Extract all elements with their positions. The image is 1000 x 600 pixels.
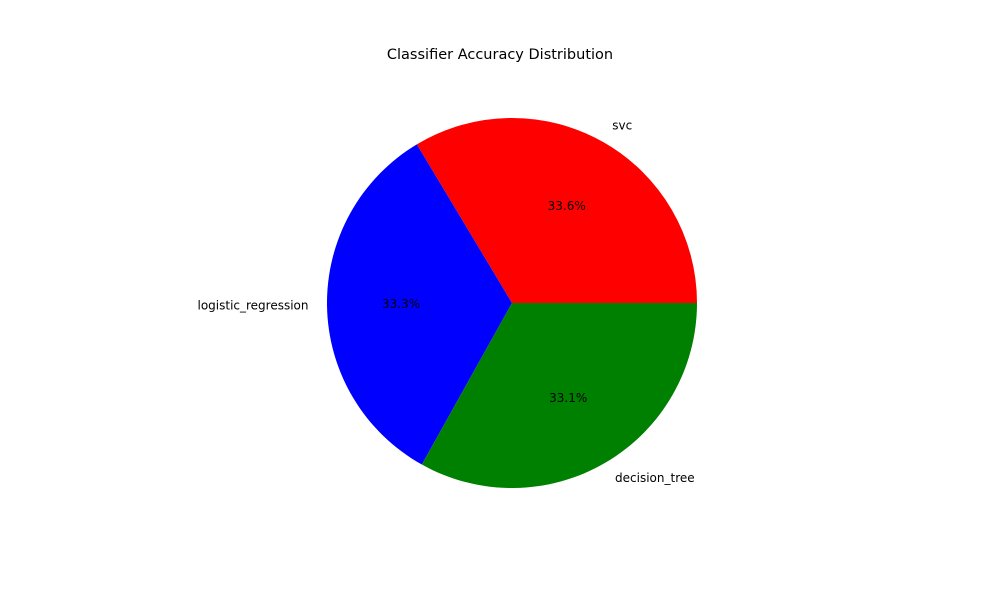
slice-label-logistic-regression: logistic_regression xyxy=(197,299,308,313)
pie-slices xyxy=(327,117,697,489)
pie-slice-svc xyxy=(416,117,697,304)
chart-title: Classifier Accuracy Distribution xyxy=(386,47,614,63)
percent-label-decision-tree: 33.1% xyxy=(549,391,587,405)
percent-label-svc: 33.6% xyxy=(548,199,586,213)
pie-slice-logistic-regression xyxy=(327,144,512,465)
slice-label-decision-tree: decision_tree xyxy=(615,471,695,485)
pie-labels: svc 33.6% logistic_regression 33.3% decision… xyxy=(197,118,694,485)
slice-label-svc: svc xyxy=(612,118,632,132)
percent-label-logistic-regression: 33.3% xyxy=(382,297,420,311)
pie-slice-decision-tree xyxy=(421,303,697,489)
